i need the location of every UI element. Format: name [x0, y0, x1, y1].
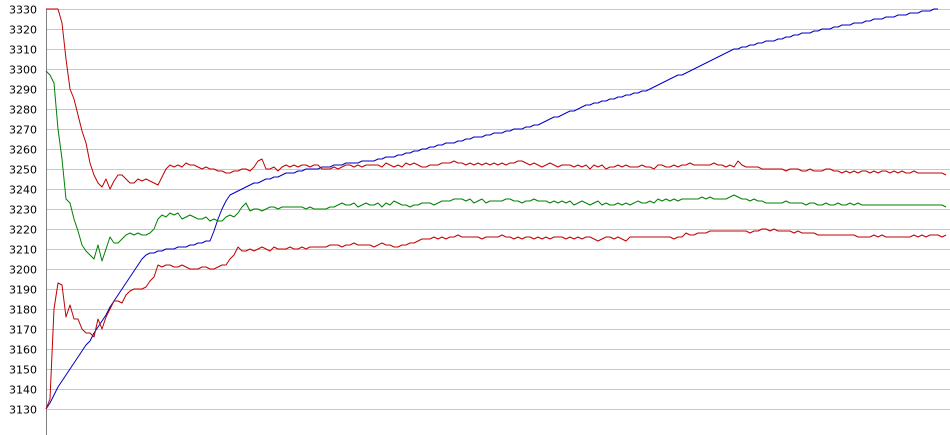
y-tick-label: 3170: [9, 324, 37, 337]
series-line-3: [45, 70, 947, 262]
series-line-4: [45, 228, 947, 410]
y-tick-label: 3140: [9, 384, 37, 397]
y-tick-label: 3260: [9, 144, 37, 157]
y-tick-label: 3160: [9, 344, 37, 357]
y-tick-label: 3240: [9, 184, 37, 197]
y-tick-label: 3150: [9, 364, 37, 377]
y-tick-label: 3310: [9, 44, 37, 57]
y-tick-label: 3210: [9, 244, 37, 257]
y-tick-label: 3130: [9, 404, 37, 417]
y-tick-label: 3300: [9, 64, 37, 77]
y-axis-tick-labels: 3130 3140 3150 3160 3170 3180 3190 3200 3210 3220…: [9, 4, 37, 417]
y-tick-label: 3330: [9, 4, 37, 17]
series-line-1: [45, 8, 938, 410]
gridlines: [46, 9, 950, 410]
y-tick-label: 3290: [9, 84, 37, 97]
y-tick-label: 3180: [9, 304, 37, 317]
y-tick-label: 3320: [9, 24, 37, 37]
series-line-2: [46, 8, 947, 190]
y-tick-label: 3280: [9, 104, 37, 117]
y-tick-label: 3200: [9, 264, 37, 277]
y-tick-label: 3220: [9, 224, 37, 237]
series-lines: [45, 8, 947, 410]
y-tick-label: 3270: [9, 124, 37, 137]
y-tick-label: 3250: [9, 164, 37, 177]
y-tick-label: 3230: [9, 204, 37, 217]
y-tick-label: 3190: [9, 284, 37, 297]
